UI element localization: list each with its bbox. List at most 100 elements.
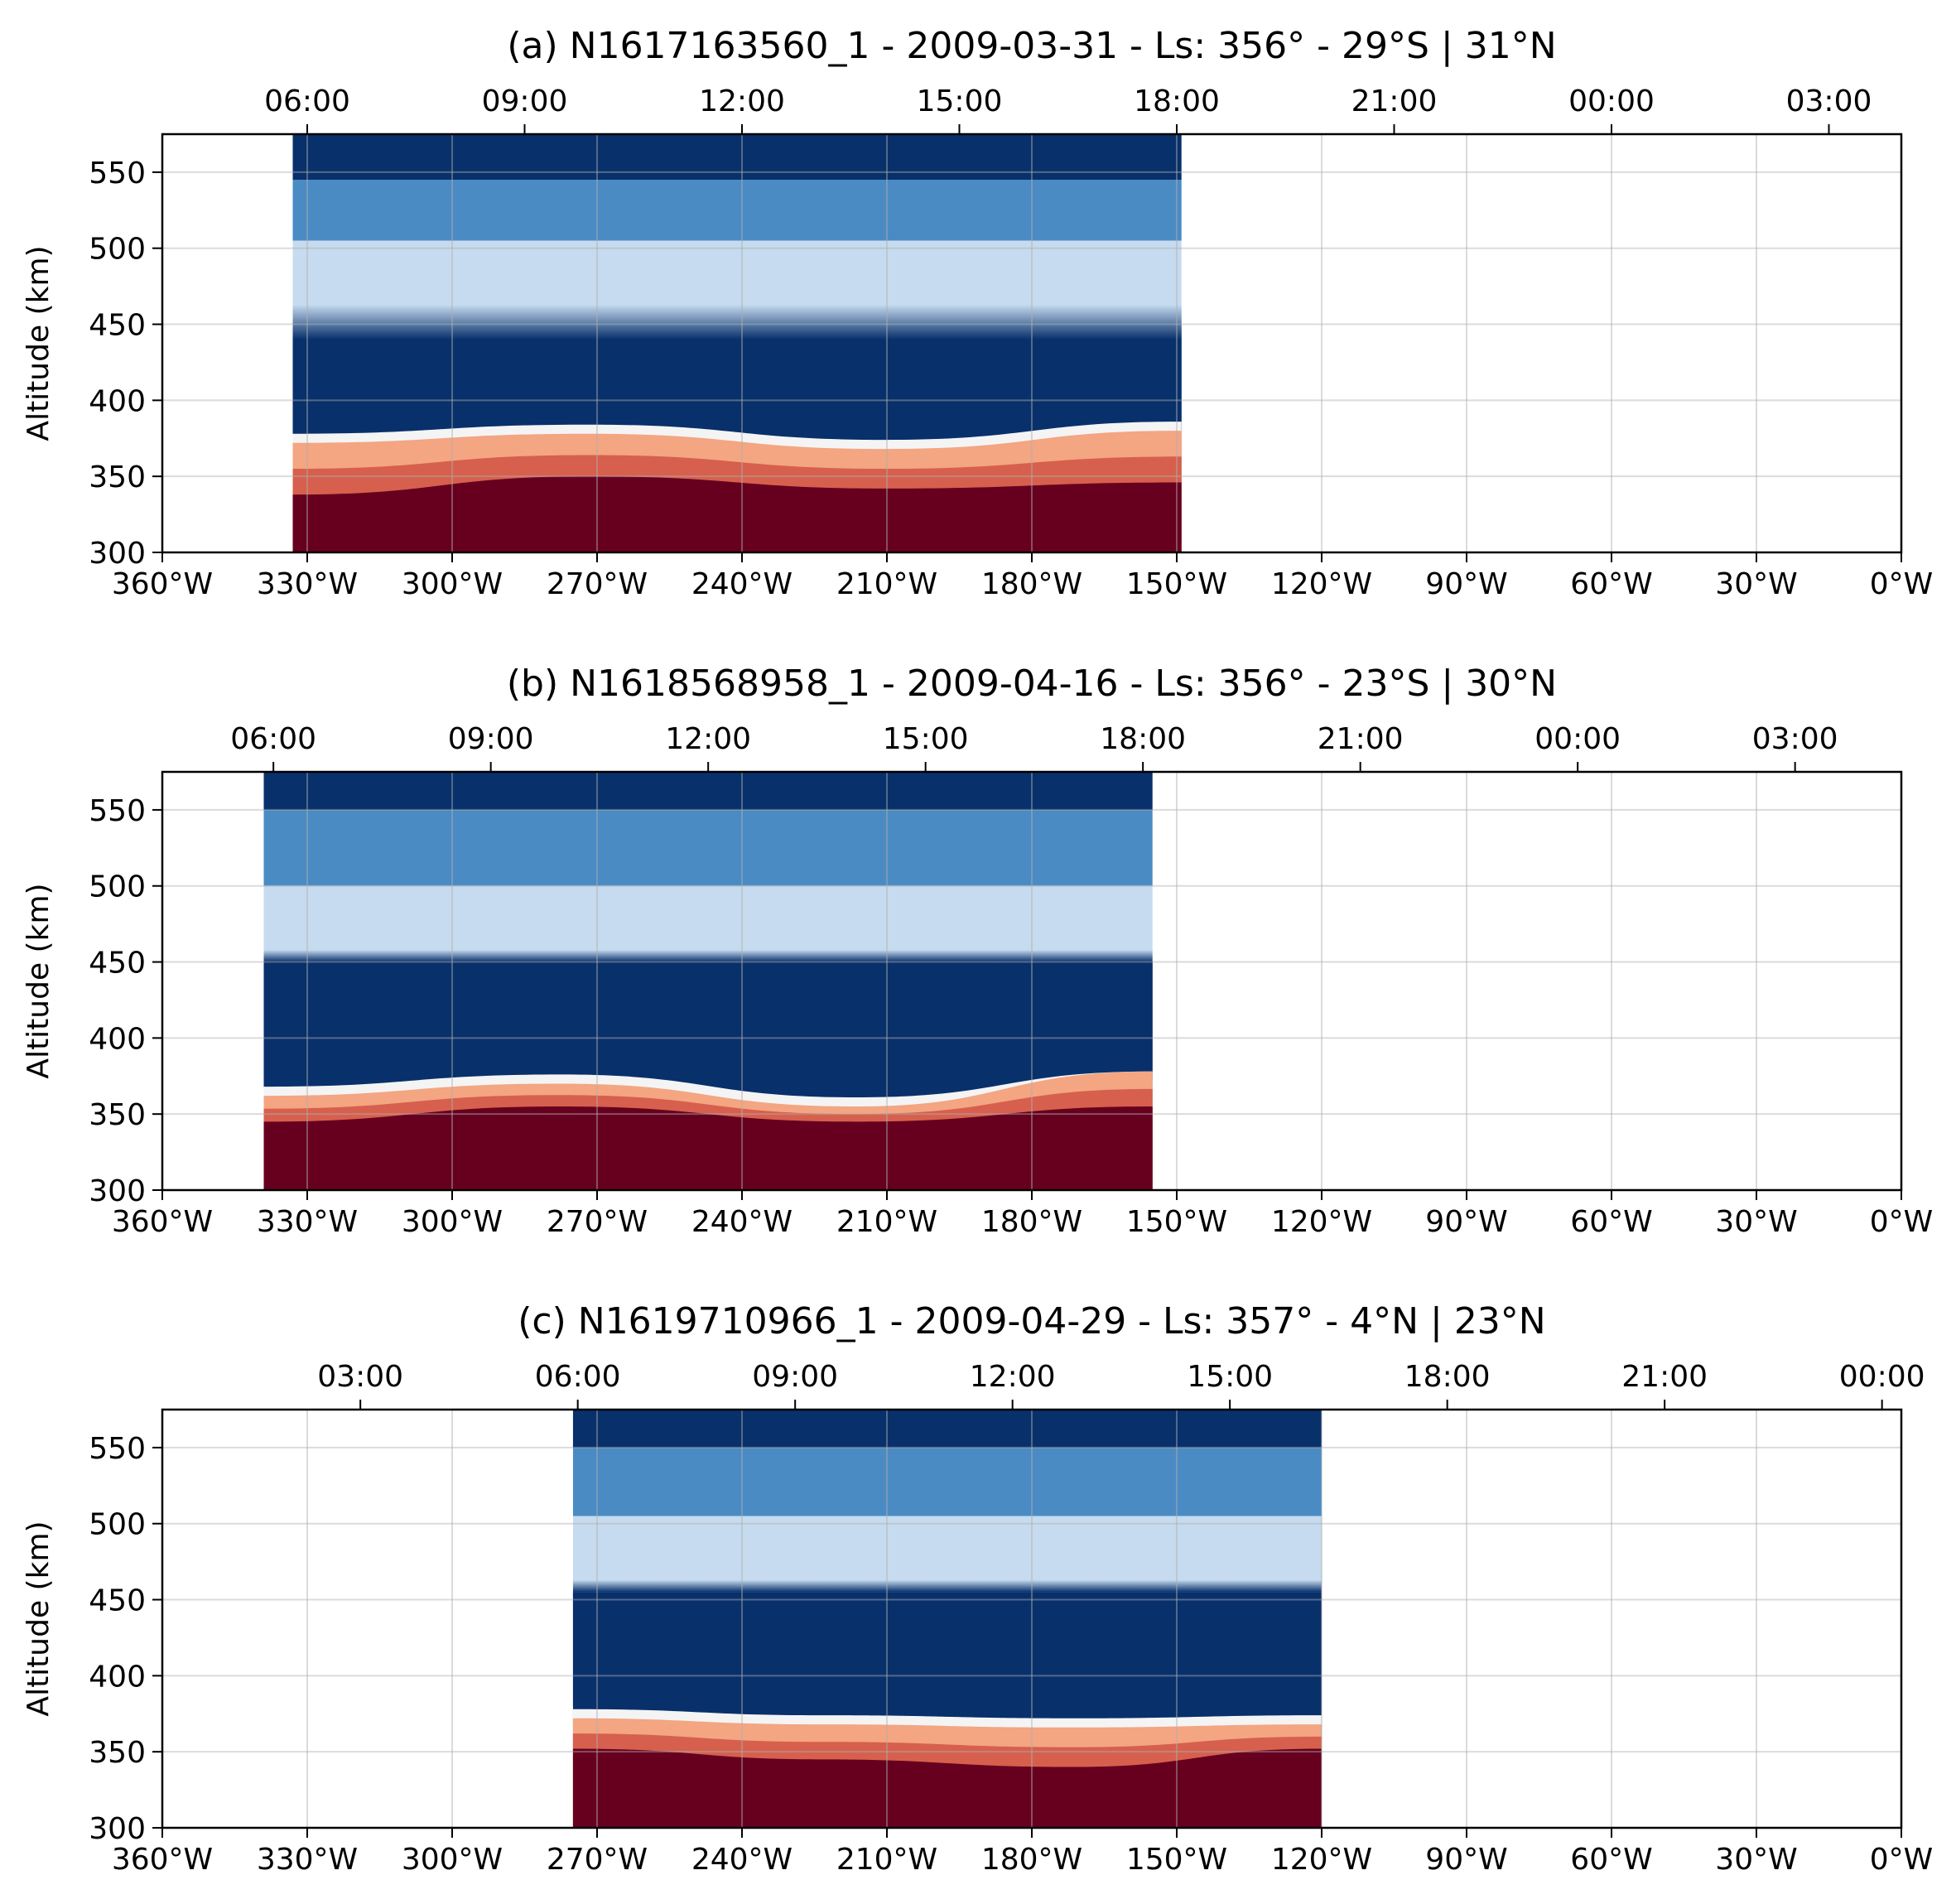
panel-c: (c) N1619710966_1 - 2009-04-29 - Ls: 357… <box>22 1300 1933 1877</box>
x-tick-label: 300°W <box>402 567 503 601</box>
y-tick-label: 450 <box>89 947 146 981</box>
y-tick-label: 500 <box>89 1508 146 1542</box>
y-tick-label: 400 <box>89 384 146 418</box>
band-edge <box>572 1579 1322 1593</box>
x-tick-label: 360°W <box>112 567 213 601</box>
panel-title: (c) N1619710966_1 - 2009-04-29 - Ls: 357… <box>518 1300 1545 1342</box>
x-tick-label: 210°W <box>836 567 937 601</box>
panel-b: (b) N1618568958_1 - 2009-04-16 - Ls: 356… <box>22 663 1933 1239</box>
top-tick-label: 00:00 <box>1568 84 1655 118</box>
x-tick-label: 300°W <box>402 1843 503 1877</box>
top-tick-label: 00:00 <box>1534 722 1621 756</box>
x-tick-label: 90°W <box>1425 567 1507 601</box>
heatmap-region <box>572 1410 1322 1828</box>
x-tick-label: 240°W <box>691 1843 793 1877</box>
x-axis-top: 06:00 09:00 12:00 15:00 18:00 21:00 00:00 03:00 <box>264 84 1872 134</box>
panel-title: (b) N1618568958_1 - 2009-04-16 - Ls: 356… <box>507 663 1557 705</box>
x-tick-label: 270°W <box>547 1205 648 1239</box>
x-tick-label: 30°W <box>1715 567 1797 601</box>
x-tick-label: 120°W <box>1271 1205 1372 1239</box>
x-tick-label: 0°W <box>1870 1843 1934 1877</box>
x-tick-label: 120°W <box>1271 1843 1372 1877</box>
top-tick-label: 09:00 <box>752 1360 838 1394</box>
x-tick-label: 150°W <box>1126 1843 1227 1877</box>
top-tick-label: 21:00 <box>1621 1360 1708 1394</box>
x-tick-label: 60°W <box>1570 567 1652 601</box>
top-tick-label: 21:00 <box>1351 84 1438 118</box>
x-tick-label: 330°W <box>257 1843 358 1877</box>
top-tick-label: 15:00 <box>917 84 1003 118</box>
y-tick-label: 400 <box>89 1660 146 1694</box>
x-tick-label: 150°W <box>1126 567 1227 601</box>
top-tick-label: 15:00 <box>883 722 969 756</box>
x-tick-label: 0°W <box>1870 567 1934 601</box>
x-tick-label: 180°W <box>981 1205 1082 1239</box>
x-tick-label: 120°W <box>1271 567 1372 601</box>
top-tick-label: 06:00 <box>535 1360 621 1394</box>
band-edge <box>263 949 1153 962</box>
top-tick-label: 03:00 <box>317 1360 403 1394</box>
red-base-band <box>263 1106 1153 1190</box>
top-tick-label: 12:00 <box>699 84 785 118</box>
top-tick-label: 18:00 <box>1100 722 1186 756</box>
y-tick-label: 350 <box>89 1098 146 1132</box>
y-axis-label: Altitude (km) <box>22 1521 55 1716</box>
x-tick-label: 30°W <box>1715 1843 1797 1877</box>
y-axis-label: Altitude (km) <box>22 245 55 441</box>
x-tick-label: 330°W <box>257 567 358 601</box>
x-tick-label: 240°W <box>691 1205 793 1239</box>
x-tick-label: 210°W <box>836 1843 937 1877</box>
x-tick-label: 330°W <box>257 1205 358 1239</box>
grid <box>161 1410 1902 1829</box>
y-axis: 300 350 400 450 500 550 <box>89 1432 162 1846</box>
y-tick-label: 450 <box>89 1584 146 1618</box>
top-tick-label: 12:00 <box>665 722 751 756</box>
x-axis-bottom: 360°W 330°W 300°W 270°W 240°W 210°W 180°W 150°W… <box>112 552 1933 601</box>
x-tick-label: 270°W <box>547 1843 648 1877</box>
top-tick-label: 15:00 <box>1187 1360 1273 1394</box>
x-tick-label: 180°W <box>981 567 1082 601</box>
x-axis-top: 06:00 09:00 12:00 15:00 18:00 21:00 00:00 03:00 <box>230 722 1838 772</box>
x-tick-label: 240°W <box>691 567 793 601</box>
top-tick-label: 18:00 <box>1404 1360 1491 1394</box>
red-base-band <box>292 476 1182 552</box>
y-axis: 300 350 400 450 500 550 <box>89 157 162 571</box>
x-tick-label: 180°W <box>981 1843 1082 1877</box>
y-tick-label: 350 <box>89 460 146 494</box>
y-tick-label: 300 <box>89 1174 146 1208</box>
top-tick-label: 18:00 <box>1134 84 1220 118</box>
x-tick-label: 30°W <box>1715 1205 1797 1239</box>
x-axis-bottom: 360°W 330°W 300°W 270°W 240°W 210°W 180°W 150°W… <box>112 1190 1933 1239</box>
y-tick-label: 300 <box>89 537 146 571</box>
x-tick-label: 270°W <box>547 567 648 601</box>
top-tick-label: 00:00 <box>1839 1360 1925 1394</box>
y-axis: 300 350 400 450 500 550 <box>89 794 162 1208</box>
x-tick-label: 60°W <box>1570 1843 1652 1877</box>
x-tick-label: 90°W <box>1425 1843 1507 1877</box>
y-tick-label: 500 <box>89 233 146 267</box>
red-base-band <box>572 1748 1322 1828</box>
x-tick-label: 300°W <box>402 1205 503 1239</box>
y-axis-label: Altitude (km) <box>22 883 55 1078</box>
x-tick-label: 60°W <box>1570 1205 1652 1239</box>
y-tick-label: 550 <box>89 1432 146 1466</box>
x-tick-label: 0°W <box>1870 1205 1934 1239</box>
y-tick-label: 300 <box>89 1812 146 1846</box>
panel-title: (a) N1617163560_1 - 2009-03-31 - Ls: 356… <box>507 25 1556 67</box>
band-edge <box>292 304 1182 340</box>
top-tick-label: 09:00 <box>448 722 534 756</box>
x-tick-label: 360°W <box>112 1205 213 1239</box>
x-tick-label: 150°W <box>1126 1205 1227 1239</box>
x-axis-top: 03:00 06:00 09:00 12:00 15:00 18:00 21:00 00:00 <box>317 1360 1925 1410</box>
x-tick-label: 210°W <box>836 1205 937 1239</box>
top-tick-label: 21:00 <box>1318 722 1404 756</box>
y-tick-label: 550 <box>89 157 146 190</box>
y-tick-label: 450 <box>89 309 146 343</box>
top-tick-label: 03:00 <box>1786 84 1872 118</box>
top-tick-label: 06:00 <box>264 84 350 118</box>
y-tick-label: 400 <box>89 1022 146 1056</box>
top-tick-label: 12:00 <box>970 1360 1056 1394</box>
y-tick-label: 500 <box>89 870 146 904</box>
top-tick-label: 06:00 <box>230 722 316 756</box>
